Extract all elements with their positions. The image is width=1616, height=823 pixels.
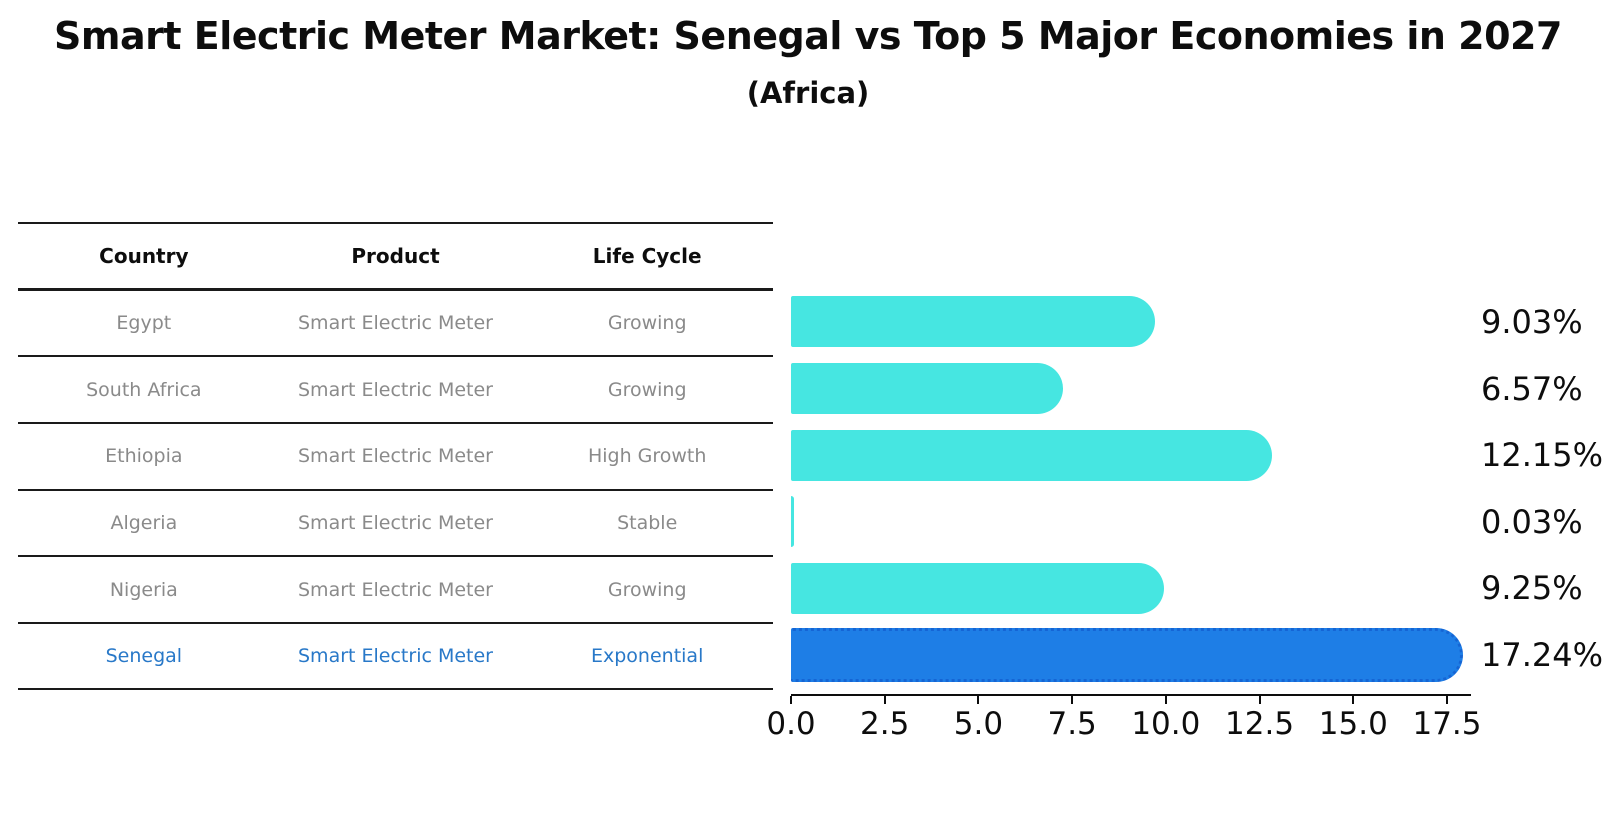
table-row-algeria: Algeria Smart Electric Meter Stable	[18, 491, 773, 558]
bar-slot-egypt	[791, 289, 1471, 356]
chart-subtitle: (Africa)	[746, 76, 870, 110]
bar-nigeria	[791, 562, 1164, 614]
bar-egypt	[791, 296, 1156, 348]
value-label-south-africa: 6.57%	[1481, 369, 1583, 408]
cell-product: Smart Electric Meter	[298, 378, 493, 401]
cell-life-cycle: Stable	[617, 511, 678, 534]
column-header-product: Product	[351, 243, 440, 268]
bar-slot-ethiopia	[791, 422, 1471, 489]
tick-mark	[1071, 696, 1074, 704]
table-header-row: Country Product Life Cycle	[18, 224, 773, 291]
bar-slot-nigeria	[791, 555, 1471, 622]
tick-label: 12.5	[1225, 706, 1295, 742]
table-row-south-africa: South Africa Smart Electric Meter Growin…	[18, 357, 773, 424]
column-header-country: Country	[99, 243, 189, 268]
cell-country: South Africa	[86, 378, 202, 401]
cell-product: Smart Electric Meter	[298, 511, 493, 534]
value-label-algeria: 0.03%	[1481, 502, 1583, 541]
cell-product: Smart Electric Meter	[298, 578, 493, 601]
value-label-row: 9.25%	[1481, 555, 1616, 622]
tick-label: 5.0	[953, 706, 1004, 742]
value-label-row: 6.57%	[1481, 355, 1616, 422]
cell-life-cycle: High Growth	[587, 445, 707, 468]
cell-product: Smart Electric Meter	[298, 445, 493, 468]
tick-mark	[1164, 696, 1167, 704]
bar-slot-senegal	[791, 622, 1471, 689]
value-label-egypt: 9.03%	[1481, 302, 1583, 341]
cell-life-cycle: Growing	[607, 378, 687, 401]
tick-label: 7.5	[1047, 706, 1097, 742]
bar-slot-algeria	[791, 489, 1471, 556]
cell-country: Egypt	[116, 311, 172, 334]
tick-mark	[1446, 696, 1448, 704]
bar-senegal-highlighted	[791, 628, 1464, 683]
cell-country: Nigeria	[109, 578, 178, 601]
bar-south-africa	[791, 363, 1064, 415]
column-header-life-cycle: Life Cycle	[592, 243, 702, 268]
tick-label: 15.0	[1318, 706, 1388, 742]
value-label-ethiopia: 12.15%	[1481, 436, 1604, 475]
tick-mark	[883, 696, 886, 704]
tick-mark	[1352, 696, 1355, 704]
cell-country: Senegal	[105, 645, 183, 668]
value-label-row: 17.24%	[1481, 622, 1616, 689]
value-labels: 9.03% 6.57% 12.15% 0.03% 9.25% 17.24%	[1481, 289, 1616, 689]
value-label-row: 0.03%	[1481, 489, 1616, 556]
bar-chart	[791, 289, 1471, 689]
table-row-senegal: Senegal Smart Electric Meter Exponential	[18, 624, 773, 691]
cell-product: Smart Electric Meter	[298, 645, 493, 668]
country-table: Country Product Life Cycle Egypt Smart E…	[18, 222, 773, 691]
cell-life-cycle: Growing	[607, 578, 687, 601]
table-row-egypt: Egypt Smart Electric Meter Growing	[18, 291, 773, 358]
bar-ethiopia	[791, 429, 1273, 481]
tick-mark	[1258, 696, 1261, 704]
tick-mark	[790, 696, 792, 704]
cell-life-cycle: Exponential	[591, 645, 704, 668]
cell-life-cycle: Growing	[607, 311, 687, 334]
table-row-nigeria: Nigeria Smart Electric Meter Growing	[18, 557, 773, 624]
tick-label: 0.0	[766, 706, 816, 742]
tick-label: 2.5	[860, 706, 910, 742]
tick-label: 10.0	[1131, 706, 1201, 742]
bar-slot-south-africa	[791, 355, 1471, 422]
table-row-ethiopia: Ethiopia Smart Electric Meter High Growt…	[18, 424, 773, 491]
tick-mark	[977, 696, 980, 704]
value-label-nigeria: 9.25%	[1481, 569, 1583, 608]
chart-title: Smart Electric Meter Market: Senegal vs …	[54, 14, 1562, 58]
tick-label: 17.5	[1412, 706, 1482, 742]
cell-country: Ethiopia	[105, 445, 183, 468]
x-axis-line	[791, 694, 1471, 696]
value-label-senegal: 17.24%	[1481, 636, 1604, 675]
value-label-row: 12.15%	[1481, 422, 1616, 489]
cell-country: Algeria	[110, 511, 178, 534]
bar-algeria	[791, 496, 794, 548]
cell-product: Smart Electric Meter	[298, 311, 493, 334]
value-label-row: 9.03%	[1481, 289, 1616, 356]
